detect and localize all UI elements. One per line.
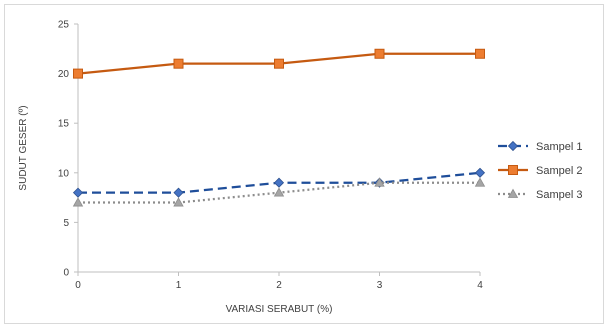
legend-item: Sampel 3 — [498, 188, 582, 201]
series-2 — [73, 48, 485, 79]
x-tick-label: 3 — [377, 280, 383, 291]
x-axis-ticks: 0 1 2 3 4 — [75, 272, 483, 291]
data-point — [474, 177, 486, 187]
data-point — [173, 187, 184, 198]
data-point — [72, 187, 84, 198]
legend-item: Sampel 2 — [498, 165, 582, 177]
data-point — [73, 68, 83, 79]
data-point — [475, 48, 485, 59]
series-3 — [72, 177, 486, 207]
legend-label: Sampel 3 — [536, 189, 582, 201]
y-tick-label: 15 — [58, 119, 70, 130]
y-tick-label: 0 — [63, 268, 69, 279]
data-point — [274, 58, 284, 69]
legend-swatch-marker — [507, 188, 519, 198]
legend-swatch-marker — [508, 165, 518, 175]
legend: Sampel 1 Sampel 2 Sampel 3 — [498, 140, 582, 201]
data-point — [474, 167, 486, 178]
x-axis-title: VARIASI SERABUT (%) — [226, 304, 333, 315]
y-tick-label: 25 — [58, 20, 70, 31]
x-tick-label: 1 — [176, 280, 182, 291]
series-layer — [72, 48, 486, 207]
y-axis-title: SUDUT GESER (º) — [18, 105, 29, 190]
legend-swatch-marker — [507, 140, 519, 152]
y-axis-ticks: 0 5 10 15 20 25 — [58, 20, 78, 279]
series-1 — [72, 167, 486, 198]
y-tick-label: 20 — [58, 69, 70, 80]
y-tick-label: 5 — [63, 218, 69, 229]
x-tick-label: 2 — [276, 280, 282, 291]
data-point — [273, 187, 285, 197]
data-point — [374, 177, 385, 187]
data-point — [173, 58, 184, 69]
chart-frame — [4, 4, 604, 324]
legend-label: Sampel 2 — [536, 165, 582, 177]
legend-item: Sampel 1 — [498, 140, 582, 153]
data-point — [273, 177, 285, 188]
data-point — [173, 197, 184, 207]
data-point — [374, 48, 385, 59]
x-tick-label: 0 — [75, 280, 81, 291]
data-point — [72, 197, 84, 207]
legend-label: Sampel 1 — [536, 141, 582, 153]
x-tick-label: 4 — [477, 280, 483, 291]
y-tick-label: 10 — [58, 168, 70, 179]
